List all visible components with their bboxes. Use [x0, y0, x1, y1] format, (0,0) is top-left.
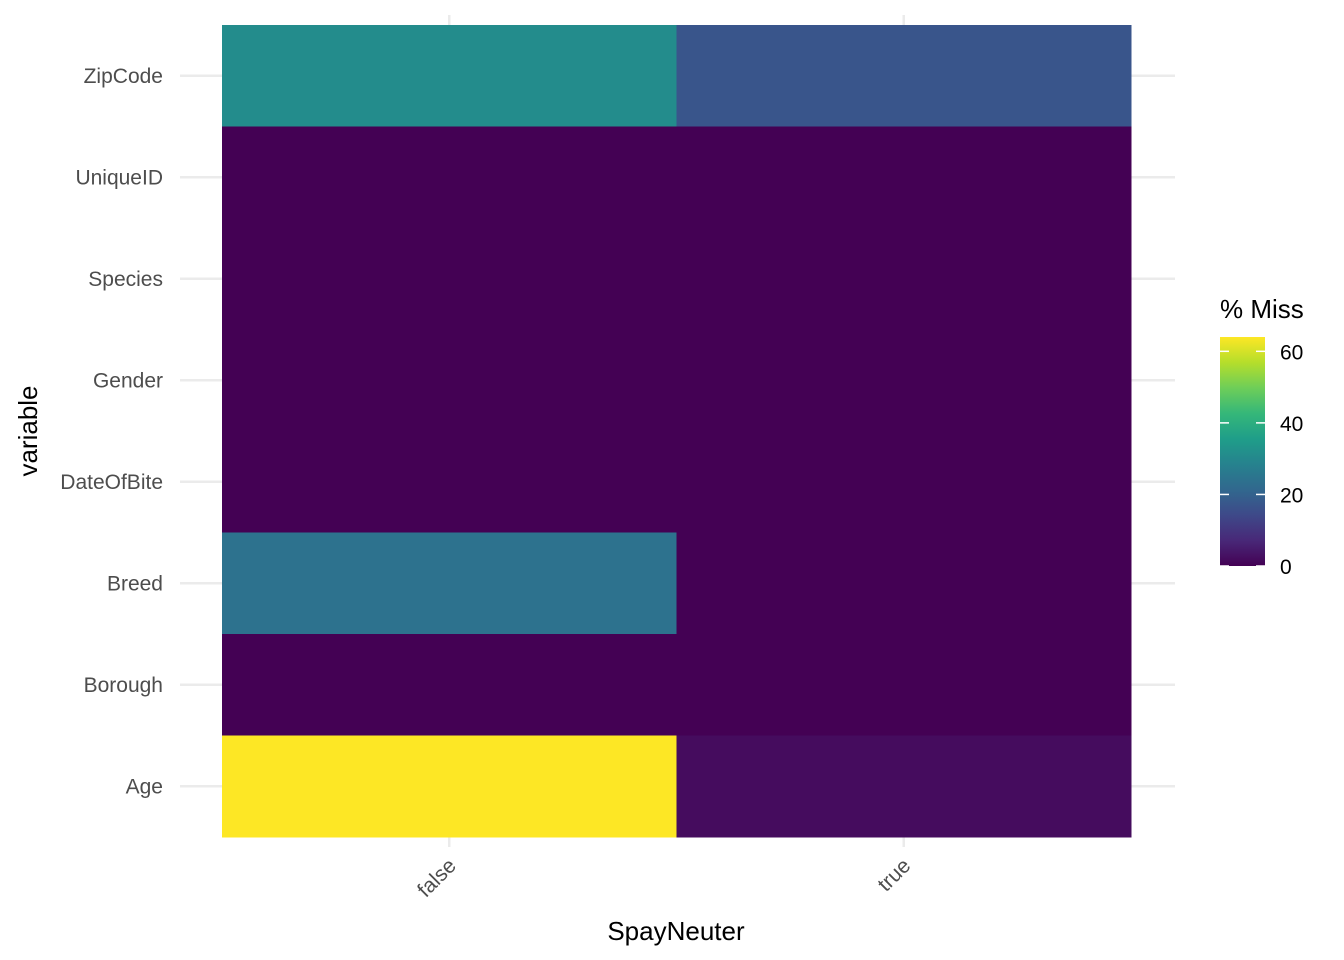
heatmap-cell: [676, 532, 1132, 635]
heatmap-cell: [676, 329, 1132, 432]
x-axis-tick-labels: false true: [413, 854, 915, 902]
heatmap-cell: [222, 126, 677, 229]
y-tick-label: Age: [126, 775, 163, 798]
legend-tick-label: 40: [1280, 413, 1303, 436]
heatmap-cell: [222, 329, 677, 432]
heatmap-cell: [222, 735, 677, 838]
x-tick-label: true: [873, 854, 915, 896]
heatmap-cell: [222, 25, 677, 127]
heatmap-cell: [222, 634, 677, 736]
y-tick-label: Species: [88, 268, 163, 291]
y-tick-label: UniqueID: [75, 166, 163, 189]
heatmap-cell: [676, 25, 1132, 127]
heatmap-cell: [676, 126, 1132, 229]
legend-title: % Miss: [1220, 294, 1304, 324]
y-tick-label: Gender: [93, 369, 163, 392]
legend-tick-label: 20: [1280, 484, 1303, 507]
y-axis-title: variable: [13, 385, 43, 476]
heatmap-cell: [676, 228, 1132, 330]
heatmap-cell: [676, 634, 1132, 736]
heatmap-cell: [676, 431, 1132, 533]
legend-ticks: 0 20 40 60: [1220, 341, 1303, 579]
heatmap-cells: [222, 25, 1132, 838]
y-tick-label: DateOfBite: [60, 471, 163, 494]
y-tick-label: Breed: [107, 572, 163, 595]
y-axis-tick-labels: ZipCode UniqueID Species Gender DateOfBite Br…: [60, 65, 163, 799]
y-tick-label: ZipCode: [84, 65, 163, 88]
heatmap-cell: [222, 431, 677, 533]
legend-colorbar: [1220, 337, 1265, 566]
legend-tick-label: 60: [1280, 341, 1303, 364]
legend: % Miss 0 20 40 60: [1220, 294, 1304, 579]
x-tick-label: false: [413, 854, 461, 902]
heatmap-cell: [222, 532, 677, 635]
x-axis-title: SpayNeuter: [607, 916, 745, 946]
heatmap-cell: [222, 228, 677, 330]
y-tick-label: Borough: [84, 674, 163, 697]
heatmap-cell: [676, 735, 1132, 838]
legend-tick-label: 0: [1280, 556, 1292, 579]
